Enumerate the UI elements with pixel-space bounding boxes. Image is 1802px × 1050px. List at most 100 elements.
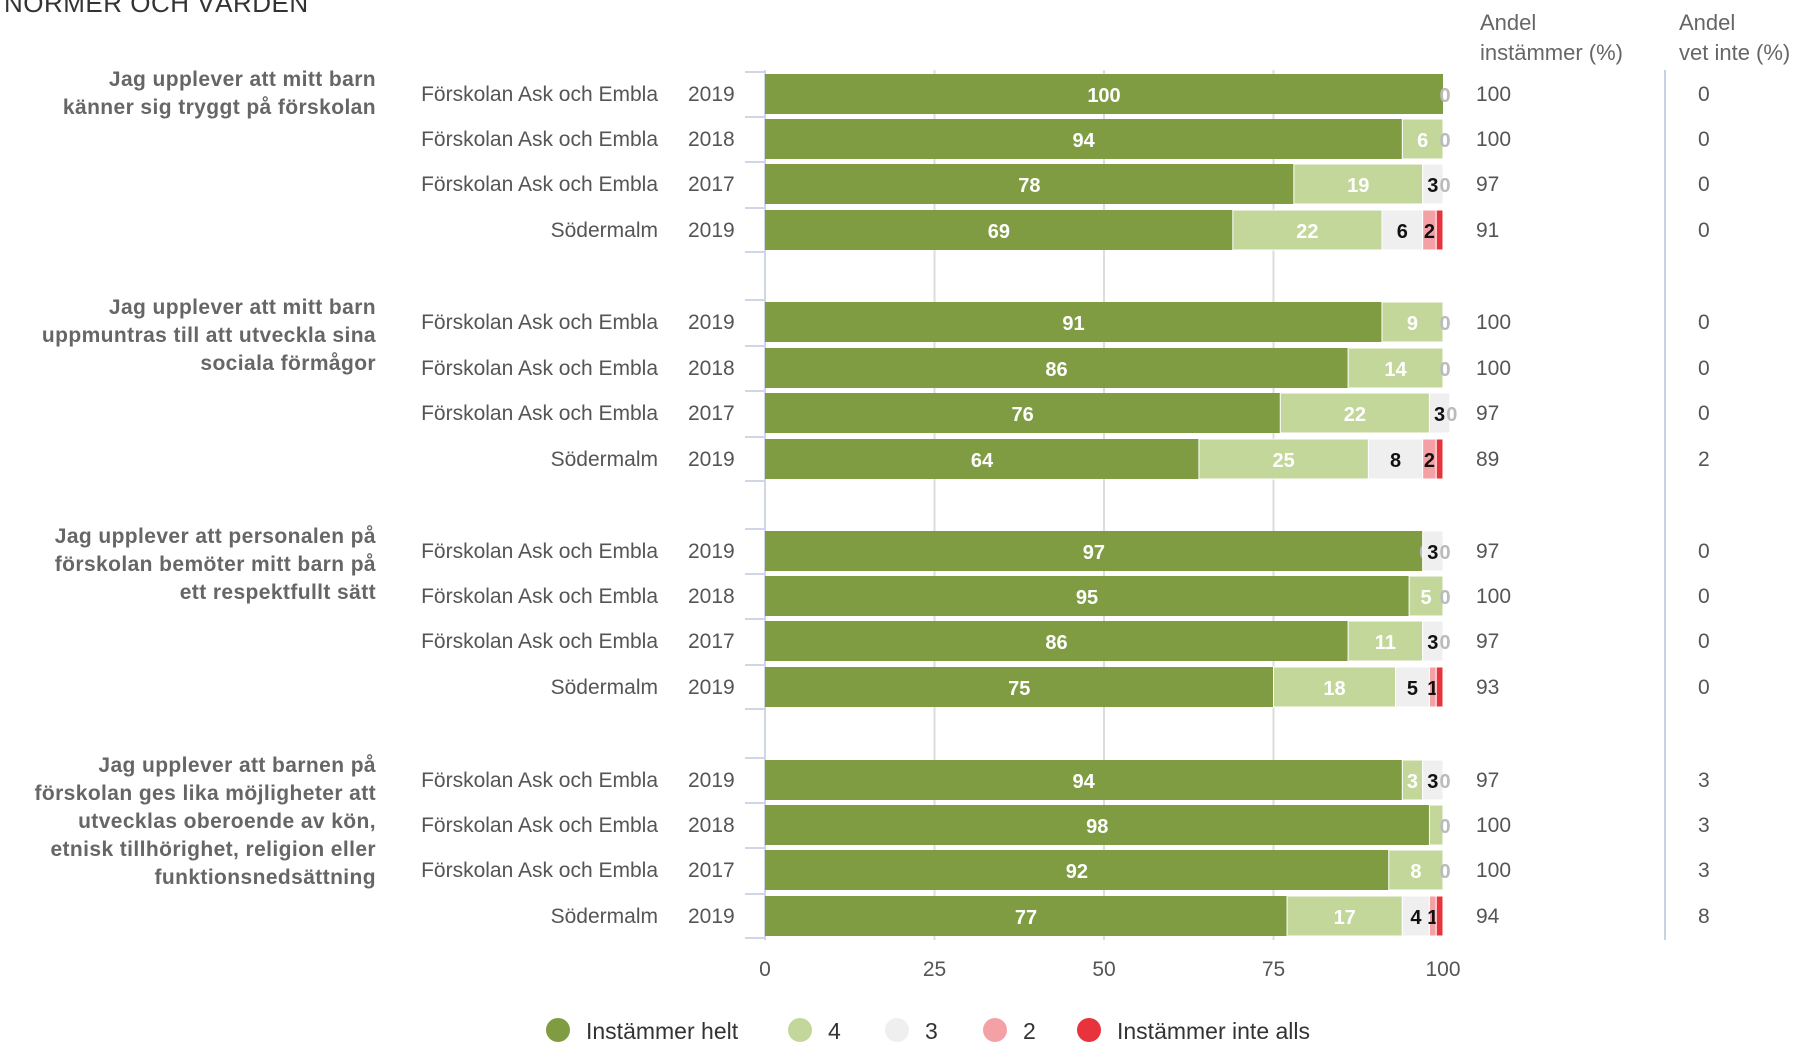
unit-label: Förskolan Ask och Embla — [421, 769, 658, 792]
data-label: 5 — [1420, 587, 1431, 609]
bar-segment — [765, 210, 1233, 250]
data-label: 97 — [1083, 542, 1105, 564]
year-label: 2018 — [688, 585, 735, 608]
data-label: 0 — [1439, 771, 1450, 793]
year-label: 2017 — [688, 173, 735, 196]
bar-segment — [765, 164, 1294, 204]
unit-label: Södermalm — [551, 448, 658, 471]
data-label: 0 — [1439, 359, 1450, 381]
unit-label: Förskolan Ask och Embla — [421, 311, 658, 334]
bar-segment — [1381, 301, 1444, 343]
unit-label: Förskolan Ask och Embla — [421, 128, 658, 151]
data-label: 9 — [1407, 313, 1418, 335]
data-label: 19 — [1347, 175, 1369, 197]
data-label: 3 — [1434, 404, 1445, 426]
year-label: 2017 — [688, 402, 735, 425]
dontknow-column-header: vet inte (%) — [1679, 40, 1790, 65]
data-label: 14 — [1384, 359, 1407, 381]
bar-segment — [1293, 163, 1424, 205]
data-label: 94 — [1073, 771, 1096, 793]
question-label: Jag upplever att personalen på — [55, 525, 376, 548]
data-label: 6 — [1417, 130, 1428, 152]
data-label: 86 — [1045, 632, 1067, 654]
legend-label: Instämmer inte alls — [1117, 1018, 1310, 1044]
x-tick-label: 0 — [759, 958, 771, 981]
bar-segment — [1367, 438, 1424, 480]
section-title: NORMER OCH VÄRDEN — [4, 0, 309, 18]
year-label: 2018 — [688, 814, 735, 837]
unit-label: Förskolan Ask och Embla — [421, 402, 658, 425]
bar-segment — [1232, 209, 1383, 251]
data-label: 11 — [1375, 632, 1396, 654]
data-label: 77 — [1015, 907, 1037, 929]
bar-segment — [1422, 759, 1444, 801]
data-label: 3 — [1427, 632, 1438, 654]
year-label: 2019 — [688, 769, 735, 792]
question-label: sociala förmågor — [200, 352, 376, 375]
bar-segment — [1435, 438, 1444, 480]
unit-label: Södermalm — [551, 905, 658, 928]
agree-value: 91 — [1476, 219, 1499, 242]
dontknow-value: 3 — [1698, 769, 1710, 792]
bar-segment — [1347, 347, 1444, 389]
agree-value: 97 — [1476, 402, 1499, 425]
dontknow-value: 0 — [1698, 128, 1710, 151]
bar-segment — [765, 621, 1349, 661]
data-label: 98 — [1086, 816, 1108, 838]
data-label: 0 — [1439, 632, 1450, 654]
data-label: 0 — [1439, 175, 1450, 197]
data-label: 100 — [1087, 85, 1120, 107]
agree-value: 93 — [1476, 676, 1499, 699]
data-label: 22 — [1344, 404, 1366, 426]
bar-segment — [765, 760, 1403, 800]
bar-segment — [1347, 620, 1424, 662]
agree-value: 100 — [1476, 859, 1511, 882]
data-label: 0 — [1439, 587, 1450, 609]
question-label: funktionsnedsättning — [155, 866, 377, 889]
bar-segment — [765, 576, 1410, 616]
data-label: 5 — [1407, 678, 1418, 700]
x-tick-label: 100 — [1425, 958, 1460, 981]
bar-segment — [765, 896, 1288, 936]
year-label: 2019 — [688, 83, 735, 106]
data-label: 0 — [1439, 861, 1450, 883]
bar-segment — [1273, 666, 1397, 708]
bar-segment — [1422, 530, 1444, 572]
bar-segment — [1428, 804, 1444, 846]
legend-label: Instämmer helt — [586, 1018, 739, 1044]
data-label: 25 — [1273, 450, 1295, 472]
bar-segment — [1422, 163, 1444, 205]
agree-value: 100 — [1476, 128, 1511, 151]
data-label: 17 — [1334, 907, 1356, 929]
legend-label: 2 — [1023, 1018, 1036, 1044]
data-label: 8 — [1390, 450, 1401, 472]
agree-value: 100 — [1476, 311, 1511, 334]
question-label: uppmuntras till att utveckla sina — [42, 324, 376, 347]
agree-column-header: instämmer (%) — [1480, 40, 1623, 65]
question-label: Jag upplever att mitt barn — [109, 296, 376, 319]
bar-segment — [1388, 849, 1444, 891]
dontknow-value: 0 — [1698, 219, 1710, 242]
question-label: Jag upplever att barnen på — [98, 754, 376, 777]
unit-label: Förskolan Ask och Embla — [421, 814, 658, 837]
bar-segment — [765, 348, 1349, 388]
bar-segment — [765, 531, 1423, 571]
year-label: 2019 — [688, 311, 735, 334]
dontknow-column-header: Andel — [1679, 10, 1735, 35]
data-label: 92 — [1066, 861, 1088, 883]
data-label: 2 — [1424, 221, 1435, 243]
data-label: 22 — [1296, 221, 1318, 243]
unit-label: Förskolan Ask och Embla — [421, 630, 658, 653]
unit-label: Förskolan Ask och Embla — [421, 859, 658, 882]
data-label: 3 — [1427, 175, 1438, 197]
data-label: 0 — [1439, 130, 1450, 152]
dontknow-value: 3 — [1698, 814, 1710, 837]
agree-value: 97 — [1476, 769, 1499, 792]
bar-segment — [765, 850, 1389, 890]
data-label: 8 — [1410, 861, 1421, 883]
bar-segment — [1428, 392, 1451, 434]
agree-value: 89 — [1476, 448, 1499, 471]
legend-marker — [546, 1018, 570, 1042]
data-label: 0 — [1439, 85, 1450, 107]
bar-segment — [1422, 620, 1444, 662]
